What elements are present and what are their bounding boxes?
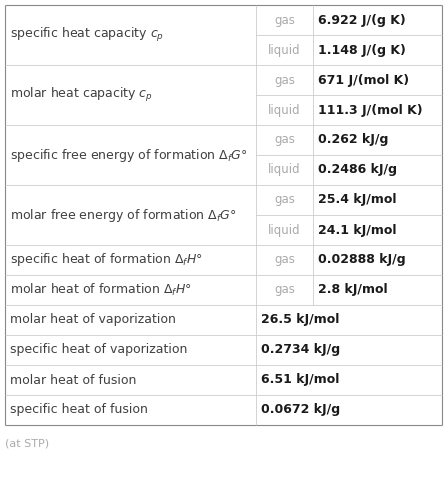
- Text: gas: gas: [274, 284, 295, 297]
- Text: 24.1 kJ/mol: 24.1 kJ/mol: [318, 224, 396, 237]
- Text: specific heat of fusion: specific heat of fusion: [10, 403, 148, 417]
- Text: 0.02888 kJ/g: 0.02888 kJ/g: [318, 253, 406, 266]
- Text: gas: gas: [274, 13, 295, 26]
- Text: 1.148 J/(g K): 1.148 J/(g K): [318, 44, 406, 57]
- Text: 26.5 kJ/mol: 26.5 kJ/mol: [261, 313, 340, 327]
- Text: gas: gas: [274, 134, 295, 147]
- Text: 0.262 kJ/g: 0.262 kJ/g: [318, 134, 388, 147]
- Text: liquid: liquid: [268, 163, 301, 176]
- Text: liquid: liquid: [268, 224, 301, 237]
- Text: 0.2486 kJ/g: 0.2486 kJ/g: [318, 163, 397, 176]
- Text: 6.922 J/(g K): 6.922 J/(g K): [318, 13, 406, 26]
- Text: 2.8 kJ/mol: 2.8 kJ/mol: [318, 284, 388, 297]
- Text: 671 J/(mol K): 671 J/(mol K): [318, 73, 409, 87]
- Text: specific free energy of formation $\Delta_f G\degree$: specific free energy of formation $\Delt…: [10, 147, 248, 163]
- Text: 25.4 kJ/mol: 25.4 kJ/mol: [318, 194, 396, 206]
- Text: gas: gas: [274, 253, 295, 266]
- Text: liquid: liquid: [268, 103, 301, 116]
- Text: 6.51 kJ/mol: 6.51 kJ/mol: [261, 374, 340, 387]
- Text: specific heat capacity $c_p$: specific heat capacity $c_p$: [10, 26, 164, 44]
- Text: 111.3 J/(mol K): 111.3 J/(mol K): [318, 103, 423, 116]
- Text: molar heat of vaporization: molar heat of vaporization: [10, 313, 176, 327]
- Text: gas: gas: [274, 73, 295, 87]
- Text: 0.2734 kJ/g: 0.2734 kJ/g: [261, 343, 341, 356]
- Text: (at STP): (at STP): [5, 439, 49, 449]
- Text: specific heat of vaporization: specific heat of vaporization: [10, 343, 187, 356]
- Text: specific heat of formation $\Delta_f H\degree$: specific heat of formation $\Delta_f H\d…: [10, 251, 203, 269]
- Text: molar heat capacity $c_p$: molar heat capacity $c_p$: [10, 86, 153, 104]
- Text: molar free energy of formation $\Delta_f G\degree$: molar free energy of formation $\Delta_f…: [10, 206, 236, 224]
- Text: molar heat of fusion: molar heat of fusion: [10, 374, 136, 387]
- Text: molar heat of formation $\Delta_f H\degree$: molar heat of formation $\Delta_f H\degr…: [10, 282, 192, 298]
- Text: 0.0672 kJ/g: 0.0672 kJ/g: [261, 403, 341, 417]
- Text: liquid: liquid: [268, 44, 301, 57]
- Text: gas: gas: [274, 194, 295, 206]
- Bar: [5, 5, 442, 425]
